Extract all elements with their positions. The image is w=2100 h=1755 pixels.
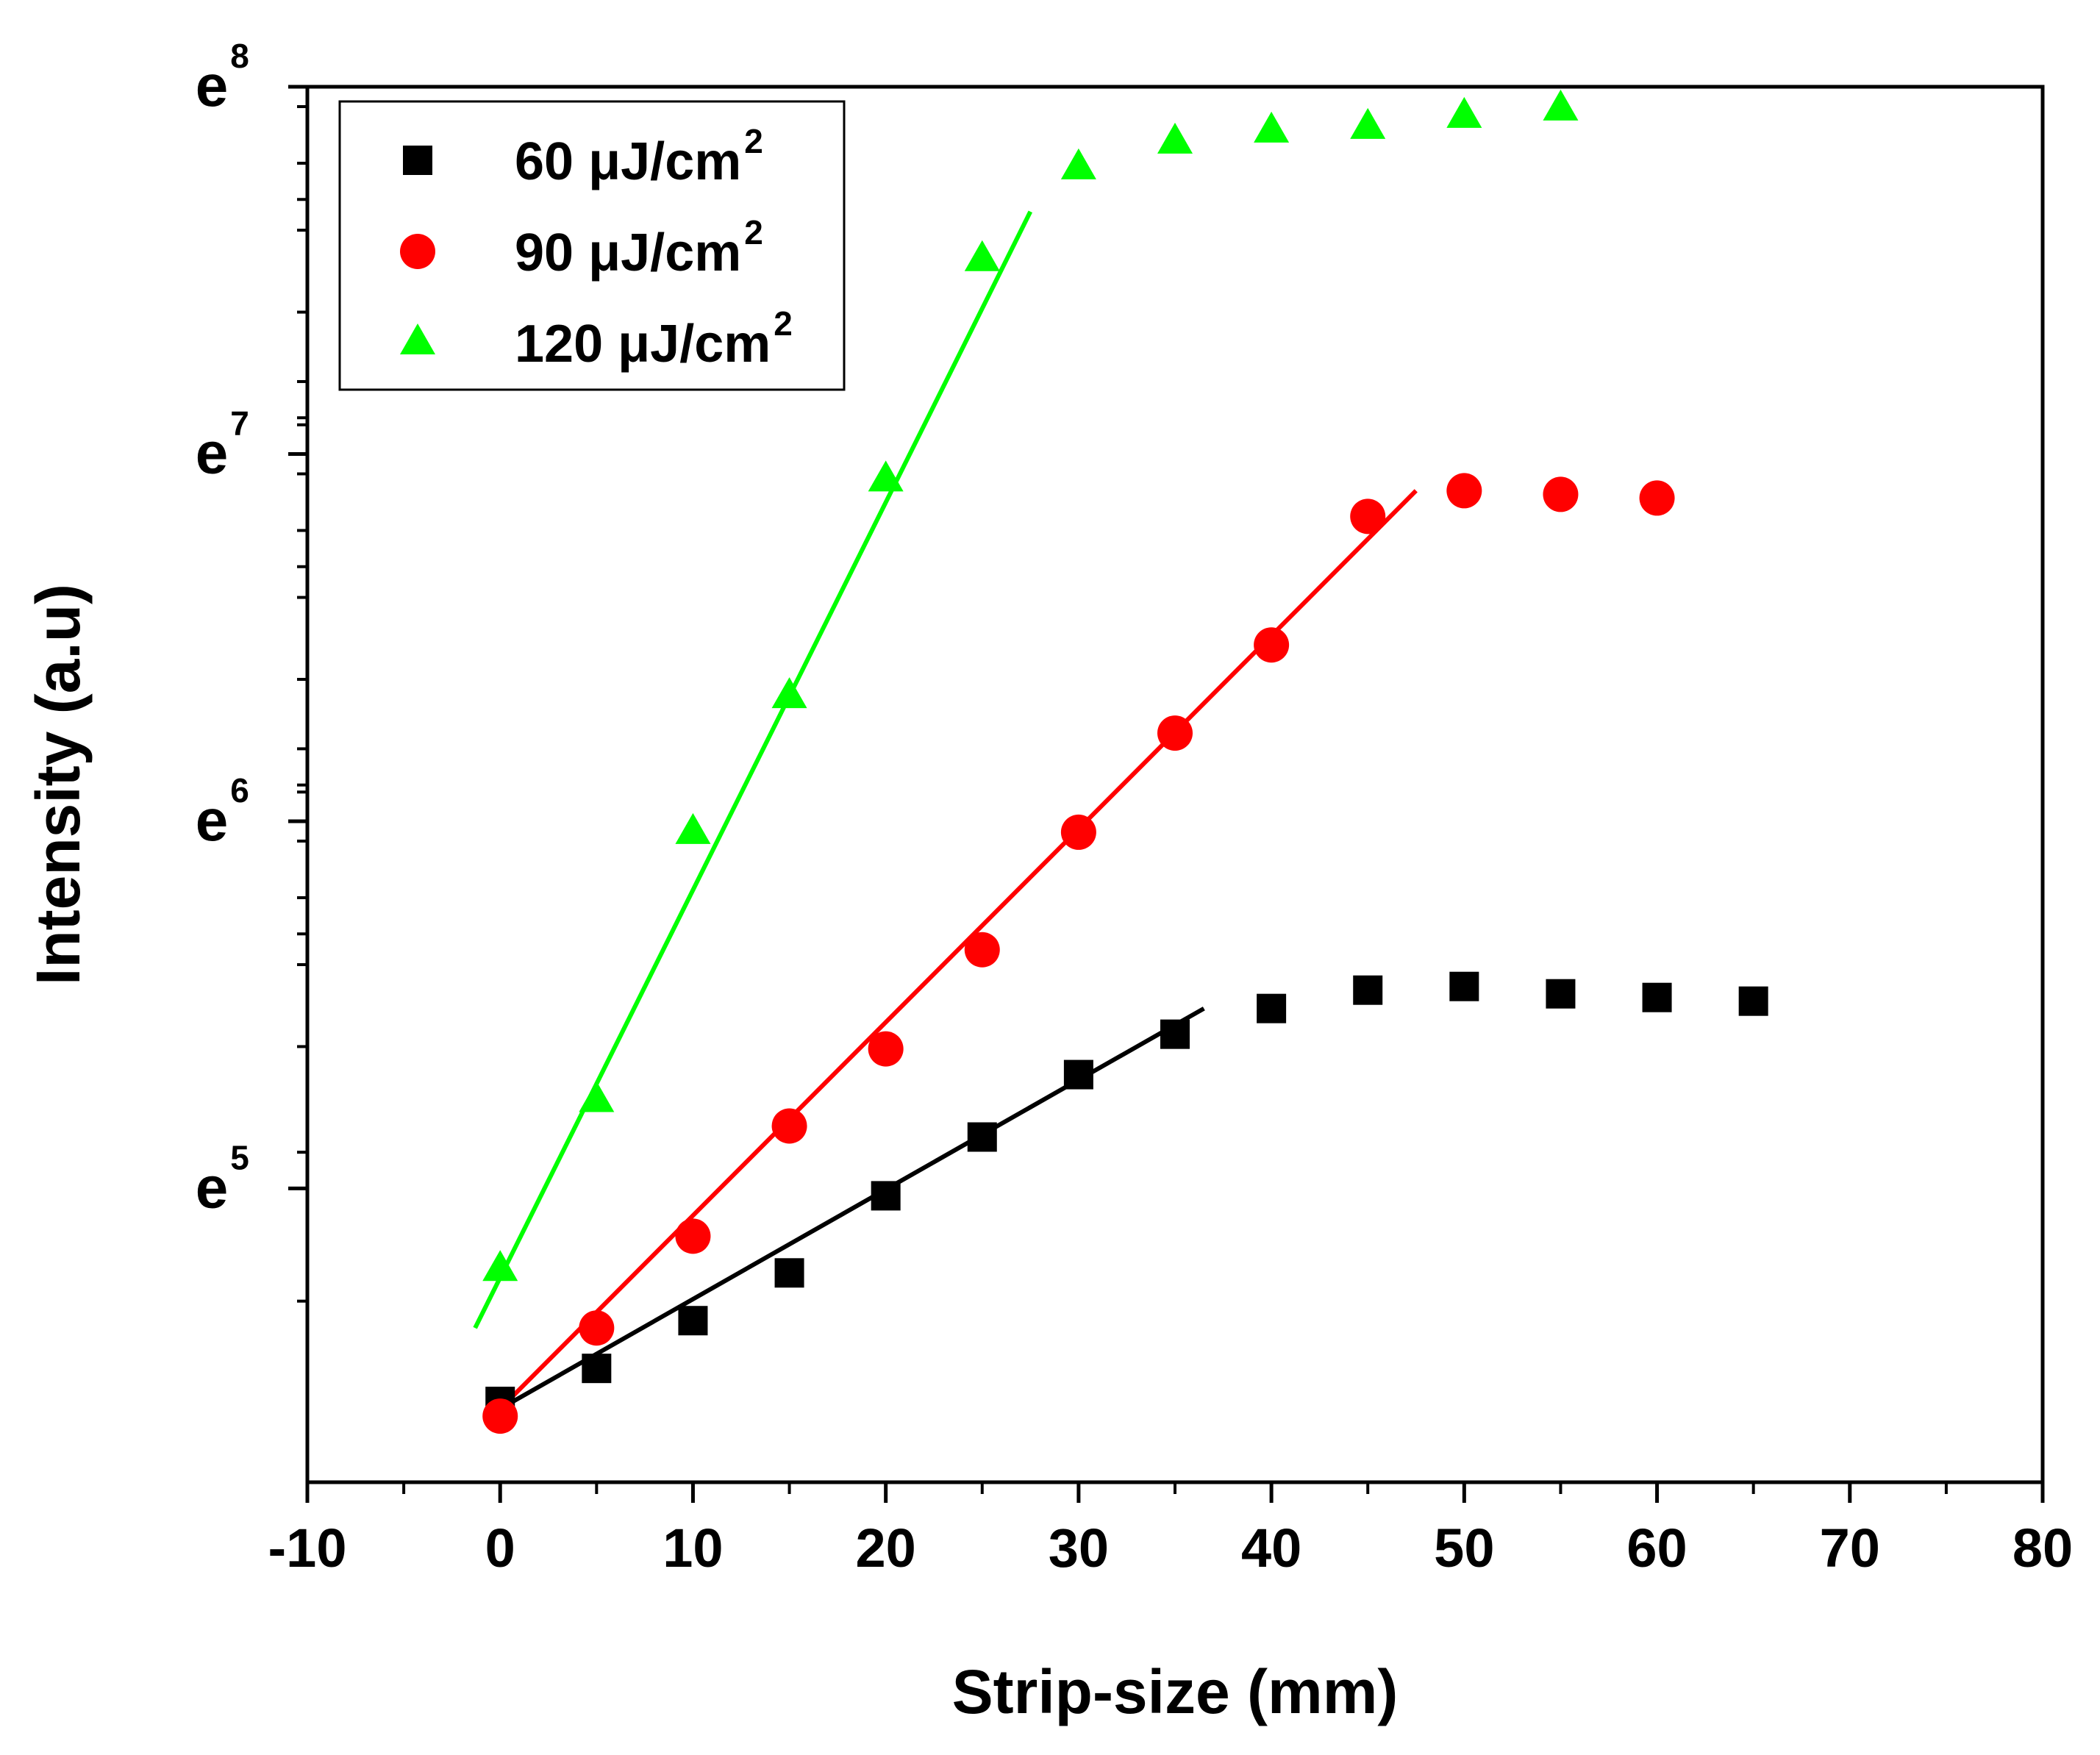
data-point (1160, 1019, 1190, 1049)
legend-label-exponent: 2 (744, 122, 763, 160)
y-tick-label: e (196, 787, 229, 853)
data-point (871, 1181, 901, 1211)
y-tick-exponent: 8 (230, 37, 249, 75)
data-point (1157, 715, 1193, 751)
data-point (1738, 986, 1768, 1016)
x-tick-label: 40 (1241, 1518, 1301, 1579)
y-tick-exponent: 6 (230, 771, 249, 809)
y-tick-exponent: 7 (230, 404, 249, 442)
data-point (1157, 122, 1193, 154)
legend-marker (400, 323, 435, 354)
data-point (482, 1398, 518, 1434)
data-point (1543, 476, 1579, 512)
legend-label-exponent: 2 (774, 304, 793, 343)
legend-marker (400, 234, 435, 269)
y-axis: e 5e 6e 7e 8 (196, 37, 307, 1303)
x-tick-label: 50 (1434, 1518, 1494, 1579)
data-point (967, 1122, 997, 1152)
x-axis: -10 0 10 20 30 40 50 60 70 80 (268, 1482, 2073, 1579)
data-point (1639, 480, 1675, 516)
data-point (964, 932, 1000, 968)
data-points (482, 89, 1768, 1434)
legend-label-exponent: 2 (744, 213, 763, 251)
legend-label: 60 μJ/cm (515, 132, 741, 191)
fit-line (499, 489, 1418, 1411)
data-point (1060, 148, 1096, 179)
data-point (1254, 111, 1290, 143)
data-point (579, 1310, 615, 1346)
data-point (771, 1108, 807, 1144)
y-axis-title: Intensity (a.u) (24, 584, 93, 985)
data-point (675, 812, 711, 844)
x-tick-label: 20 (856, 1518, 916, 1579)
data-point (1546, 979, 1576, 1009)
data-point (1446, 96, 1482, 128)
y-tick-exponent: 5 (230, 1138, 249, 1176)
legend-marker (403, 146, 432, 175)
data-point (1350, 107, 1386, 139)
data-point (1449, 971, 1479, 1001)
data-point (774, 1258, 804, 1288)
x-tick-label: 0 (485, 1518, 515, 1579)
data-point (964, 240, 1000, 271)
x-tick-label: 70 (1820, 1518, 1880, 1579)
x-tick-label: 10 (662, 1518, 723, 1579)
legend-label: 90 μJ/cm (515, 224, 741, 282)
data-point (675, 1218, 711, 1254)
y-tick-label: e (196, 420, 229, 485)
x-tick-label: 60 (1626, 1518, 1687, 1579)
data-point (771, 677, 807, 709)
data-point (1543, 89, 1579, 121)
x-tick-label: 80 (2013, 1518, 2073, 1579)
data-point (1063, 1059, 1093, 1090)
data-point (582, 1354, 612, 1384)
data-point (1350, 498, 1386, 535)
data-point (1446, 473, 1482, 509)
fit-line (473, 210, 1033, 1329)
data-point (868, 460, 904, 492)
fit-lines (473, 210, 1418, 1411)
data-point (579, 1081, 615, 1112)
x-tick-label: 30 (1049, 1518, 1109, 1579)
data-point (868, 1031, 904, 1067)
data-point (678, 1306, 708, 1336)
data-point (482, 1250, 518, 1282)
data-point (1060, 814, 1096, 850)
legend-label: 120 μJ/cm (515, 315, 771, 373)
data-point (1642, 982, 1672, 1012)
x-axis-title: Strip-size (mm) (952, 1657, 1399, 1726)
y-tick-label: e (196, 53, 229, 118)
x-tick-label: -10 (268, 1518, 347, 1579)
data-point (1353, 975, 1383, 1005)
y-tick-label: e (196, 1154, 229, 1220)
data-point (1254, 627, 1290, 663)
data-point (1257, 993, 1287, 1023)
